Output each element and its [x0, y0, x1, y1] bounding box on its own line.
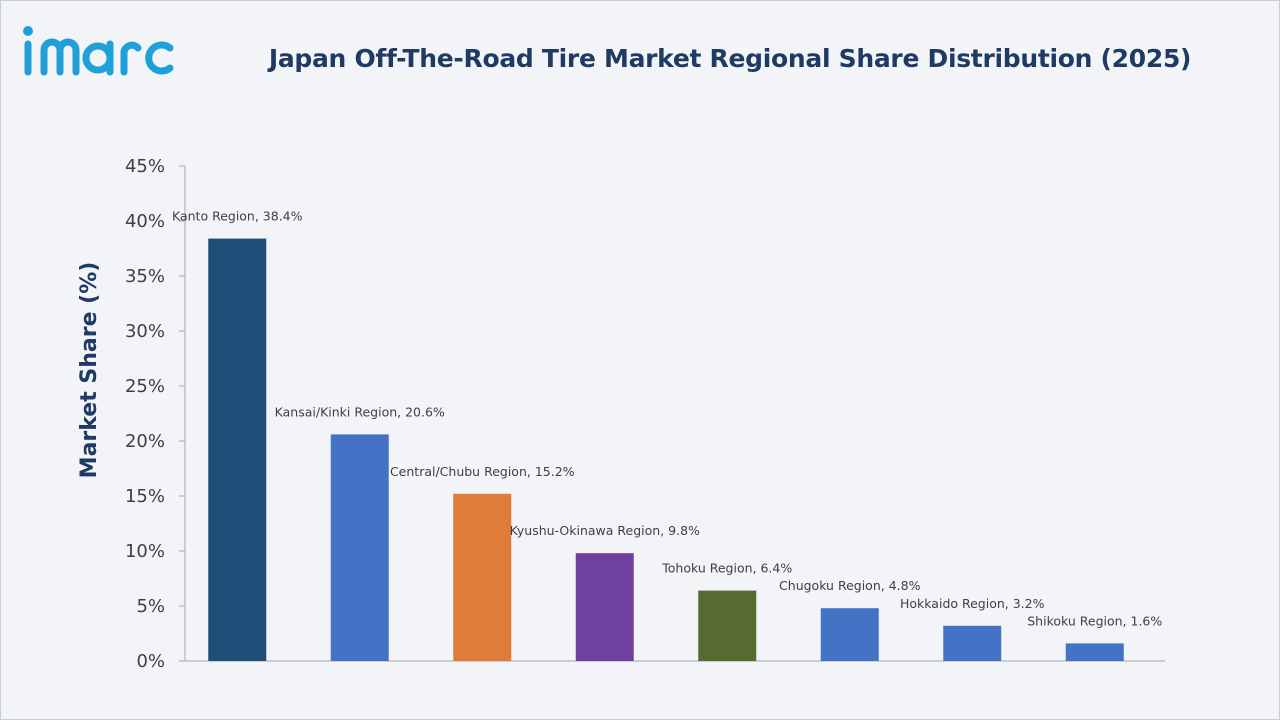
bar	[330, 434, 389, 661]
bar	[575, 553, 634, 661]
y-tick-label: 30%	[125, 321, 165, 342]
bars	[208, 238, 1124, 661]
bar	[1065, 643, 1124, 661]
bar-data-label: Kyushu-Okinawa Region, 9.8%	[510, 523, 700, 538]
bar-data-label: Kansai/Kinki Region, 20.6%	[275, 404, 445, 419]
y-tick-label: 40%	[125, 211, 165, 232]
y-tick-label: 45%	[125, 156, 165, 177]
bar-data-label: Chugoku Region, 4.8%	[779, 578, 921, 593]
y-tick-label: 0%	[136, 651, 165, 672]
y-tick-label: 20%	[125, 431, 165, 452]
bar	[453, 493, 512, 661]
bar	[943, 625, 1002, 661]
bar-data-label: Hokkaido Region, 3.2%	[900, 596, 1045, 611]
y-tick-label: 25%	[125, 376, 165, 397]
bar-data-label: Kanto Region, 38.4%	[172, 209, 303, 224]
bar	[208, 238, 267, 661]
bar-data-label: Tohoku Region, 6.4%	[661, 561, 792, 576]
y-axis-label: Market Share (%)	[77, 262, 102, 479]
y-tick-label: 5%	[136, 596, 165, 617]
chart-title: Japan Off-The-Road Tire Market Regional …	[268, 44, 1192, 73]
bar	[698, 590, 757, 661]
y-tick-label: 10%	[125, 541, 165, 562]
y-tick-label: 15%	[125, 486, 165, 507]
y-tick-label: 35%	[125, 266, 165, 287]
bar	[820, 608, 879, 661]
data-labels: Kanto Region, 38.4% Kansai/Kinki Region, …	[172, 209, 1162, 629]
bar-data-label: Shikoku Region, 1.6%	[1027, 613, 1162, 628]
y-axis: 0% 5% 10% 15% 20% 25% 30% 35% 40% 45%	[125, 156, 1165, 672]
bar-data-label: Central/Chubu Region, 15.2%	[390, 464, 575, 479]
imarc-logo	[23, 26, 174, 76]
